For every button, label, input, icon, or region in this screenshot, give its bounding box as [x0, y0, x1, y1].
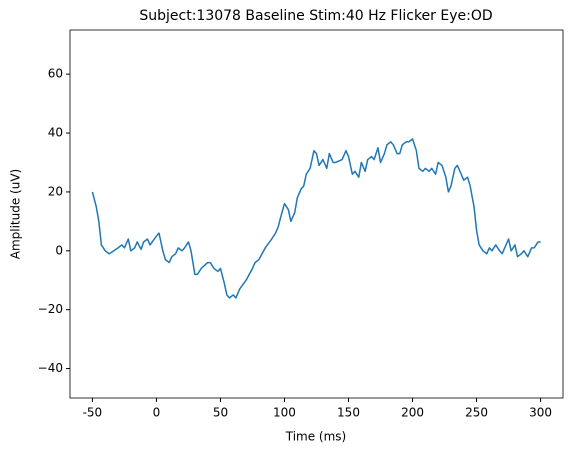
x-tick-label: 100: [273, 406, 296, 420]
x-axis-label: Time (ms): [285, 430, 347, 444]
line-series: [91, 138, 541, 299]
x-tick-label: 50: [213, 406, 228, 420]
chart-title: Subject:13078 Baseline Stim:40 Hz Flicke…: [139, 8, 492, 24]
x-tick-label: 150: [337, 406, 360, 420]
plot-frame: [69, 29, 564, 399]
x-tick-label: 250: [465, 406, 488, 420]
x-tick-label: 300: [529, 406, 552, 420]
y-tick-label: 60: [48, 67, 63, 81]
x-tick-label: 200: [401, 406, 424, 420]
x-tick-label: -50: [83, 406, 103, 420]
y-axis-label: Amplitude (uV): [9, 169, 23, 260]
y-tick-label: 40: [48, 126, 63, 140]
y-tick-label: −20: [38, 302, 63, 316]
y-tick-label: 0: [55, 243, 63, 257]
y-tick-label: −40: [38, 361, 63, 375]
x-tick-label: 0: [153, 406, 161, 420]
y-tick-label: 20: [48, 184, 63, 198]
